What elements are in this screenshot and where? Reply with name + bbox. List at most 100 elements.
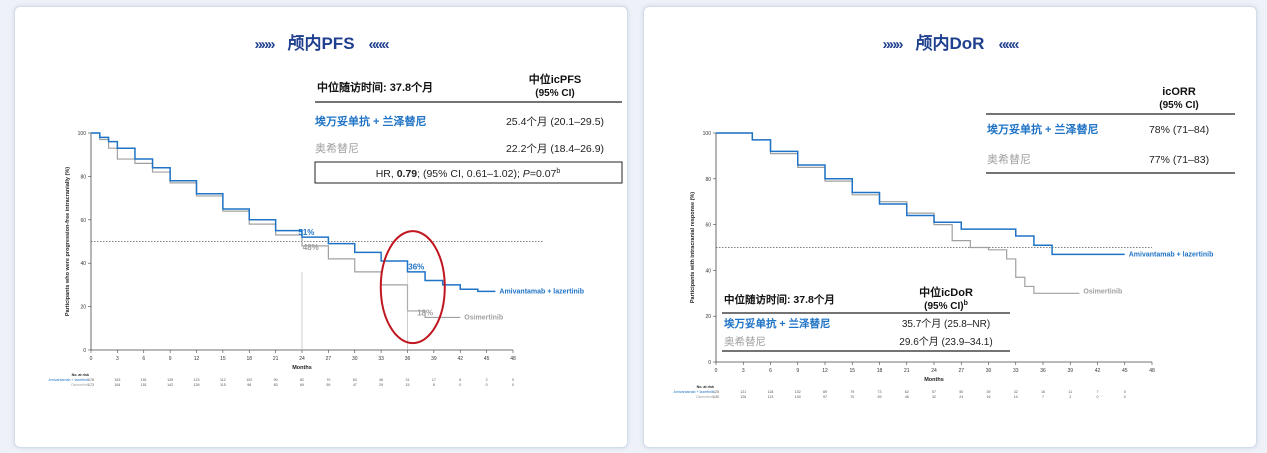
x-tick-label: 3 <box>116 356 119 362</box>
risk-count: 31 <box>406 378 410 382</box>
risk-count: 100 <box>795 395 801 399</box>
metric-ci-header: (95% CI)b <box>924 300 968 312</box>
x-tick-label: 48 <box>510 356 516 362</box>
x-tick-label: 21 <box>904 368 910 374</box>
x-tick-label: 33 <box>378 356 384 362</box>
table-row-label: 埃万妥单抗 + 兰泽替尼 <box>315 114 427 128</box>
risk-count: 32 <box>932 395 936 399</box>
y-tick-label: 40 <box>705 268 711 274</box>
y-tick-label: 100 <box>703 131 712 137</box>
table-row-label: 奥希替尼 <box>987 152 1031 166</box>
y-tick-label: 100 <box>78 131 87 137</box>
series-label: Amivantamab + lazertinib <box>1129 251 1214 258</box>
risk-count: 98 <box>247 383 251 387</box>
x-tick-label: 0 <box>715 368 718 374</box>
hr-text-part: =0.07 <box>530 168 557 180</box>
x-tick-label: 0 <box>90 356 93 362</box>
highlight-oval <box>379 230 446 345</box>
risk-count: 59 <box>326 383 330 387</box>
risk-count: 10 <box>1014 395 1018 399</box>
y-tick-label: 0 <box>83 348 86 354</box>
x-tick-label: 18 <box>877 368 883 374</box>
risk-row-name: Osimertinib <box>696 395 714 399</box>
panel-title: »»» 颅内PFS ««« <box>15 29 627 54</box>
x-tick-label: 24 <box>931 368 937 374</box>
risk-count: 123 <box>194 378 200 382</box>
x-tick-label: 27 <box>326 356 332 362</box>
footnote-mark: b <box>964 300 968 307</box>
table-row-value: 78% (71–84) <box>1149 124 1209 136</box>
risk-table-header: No. at risk <box>697 385 714 389</box>
panel-title-text: 颅内DoR <box>915 34 985 53</box>
table-row-label: 奥希替尼 <box>315 141 359 155</box>
y-tick-label: 20 <box>705 314 711 320</box>
x-tick-label: 27 <box>958 368 964 374</box>
landmark-label: 36% <box>408 263 424 272</box>
risk-count: 15 <box>406 383 410 387</box>
hr-text-part: P <box>523 168 530 180</box>
risk-count: 164 <box>114 383 120 387</box>
risk-count: 73 <box>878 390 882 394</box>
risk-count: 102 <box>246 378 252 382</box>
risk-count: 0 <box>1124 395 1126 399</box>
risk-row-name: Amivantamab + lazertinib <box>49 378 89 382</box>
chevron-left-icon: ««« <box>368 36 390 53</box>
risk-row-name: Amivantamab + lazertinib <box>674 390 714 394</box>
risk-count: 32 <box>1014 390 1018 394</box>
risk-count: 11 <box>1068 390 1072 394</box>
chevron-right-icon: »»» <box>882 36 903 53</box>
x-tick-label: 15 <box>220 356 226 362</box>
x-tick-label: 9 <box>796 368 799 374</box>
risk-count: 47 <box>353 383 357 387</box>
x-tick-label: 36 <box>405 356 411 362</box>
risk-count: 0 <box>486 383 488 387</box>
risk-count: 112 <box>220 378 226 382</box>
metric-header: icORR <box>1162 86 1196 98</box>
y-tick-label: 80 <box>80 174 86 180</box>
landmark-label: 51% <box>298 228 314 237</box>
risk-count: 115 <box>220 383 226 387</box>
x-axis-label: Months <box>924 377 944 383</box>
risk-count: 163 <box>114 378 120 382</box>
risk-count: 113 <box>768 395 774 399</box>
x-tick-label: 42 <box>1095 368 1101 374</box>
series-label: Amivantamab + lazertinib <box>499 288 584 295</box>
table-row-value: 22.2个月 (18.4–26.9) <box>506 143 604 155</box>
risk-count: 89 <box>823 390 827 394</box>
risk-count: 7 <box>1042 395 1044 399</box>
x-tick-label: 6 <box>769 368 772 374</box>
x-tick-label: 48 <box>1149 368 1155 374</box>
x-tick-label: 18 <box>246 356 252 362</box>
y-tick-label: 60 <box>80 218 86 224</box>
table-row-label: 奥希替尼 <box>724 335 766 348</box>
risk-count: 16 <box>1041 390 1045 394</box>
risk-count: 17 <box>432 378 436 382</box>
risk-count: 102 <box>795 390 801 394</box>
x-tick-label: 6 <box>142 356 145 362</box>
y-tick-label: 0 <box>708 360 711 366</box>
risk-count: 50 <box>959 390 963 394</box>
risk-count: 24 <box>959 395 963 399</box>
inset-background <box>722 283 1012 359</box>
x-tick-label: 45 <box>1122 368 1128 374</box>
risk-count: 62 <box>905 390 909 394</box>
risk-count: 97 <box>823 395 827 399</box>
panel-title-text: 颅内PFS <box>287 34 355 53</box>
risk-count: 7 <box>1097 390 1099 394</box>
risk-count: 178 <box>88 378 94 382</box>
hr-box <box>314 161 623 184</box>
risk-count: 16 <box>987 395 991 399</box>
y-tick-label: 80 <box>705 177 711 183</box>
chevron-right-icon: »»» <box>254 36 275 53</box>
ic-pfs-panel: »»» 颅内PFS ««« 0 20 40 60 80 100 0 3 6 9 12 15 18 21 24 27… <box>14 6 628 448</box>
table-row-value: 25.4个月 (20.1–29.5) <box>506 116 604 128</box>
risk-count: 6 <box>459 378 461 382</box>
risk-count: 90 <box>274 378 278 382</box>
x-tick-label: 33 <box>1013 368 1019 374</box>
x-tick-label: 42 <box>457 356 463 362</box>
risk-count: 79 <box>850 390 854 394</box>
y-axis-label: Participants with intracranial response … <box>690 192 696 303</box>
risk-count: 46 <box>379 378 383 382</box>
risk-count: 151 <box>141 378 147 382</box>
